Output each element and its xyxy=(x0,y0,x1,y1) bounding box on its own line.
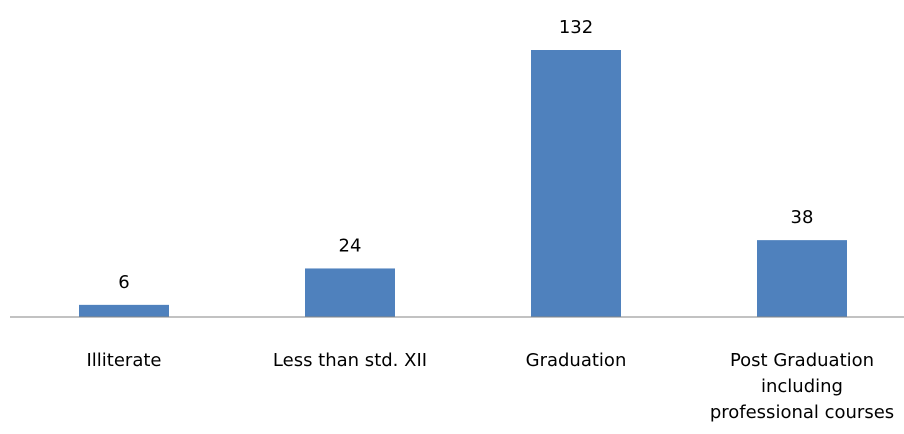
category-label-line: Post Graduation xyxy=(730,350,874,371)
bar-3 xyxy=(757,240,847,317)
data-labels-group: 6 24 132 38 xyxy=(118,17,813,293)
data-label-1: 24 xyxy=(339,235,362,256)
bars-group xyxy=(79,50,847,317)
category-labels-group: Illiterate Less than std. XII Graduation Po… xyxy=(86,350,894,423)
category-label-line: professional courses xyxy=(710,402,894,423)
bar-0 xyxy=(79,304,169,317)
category-label-line: Less than std. XII xyxy=(273,350,427,371)
data-label-3: 38 xyxy=(791,207,814,228)
category-label-line: Graduation xyxy=(526,350,627,371)
category-label-line: Illiterate xyxy=(86,350,161,371)
data-label-2: 132 xyxy=(559,17,593,38)
category-label-2: Graduation xyxy=(526,350,627,371)
data-label-0: 6 xyxy=(118,272,129,293)
bar-2 xyxy=(531,50,621,317)
category-label-0: Illiterate xyxy=(86,350,161,371)
category-label-3: Post Graduation including professional cou… xyxy=(710,350,894,423)
bar-1 xyxy=(305,268,395,317)
category-label-1: Less than std. XII xyxy=(273,350,427,371)
category-label-line: including xyxy=(761,376,843,397)
